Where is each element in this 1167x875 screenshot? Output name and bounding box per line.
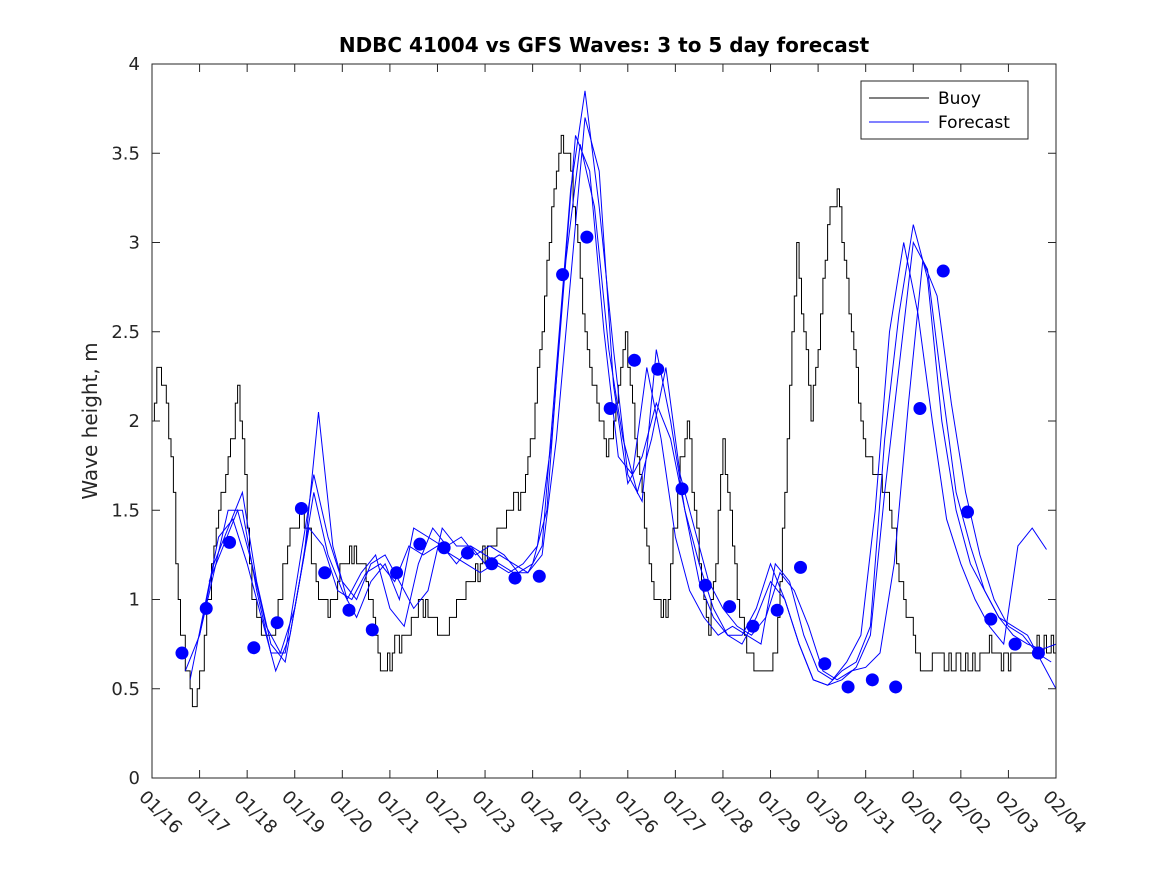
forecast-point (437, 541, 451, 555)
legend: Buoy Forecast (860, 80, 1029, 140)
forecast-point (485, 557, 499, 571)
forecast-point (675, 482, 689, 496)
forecast-point (627, 353, 641, 367)
forecast-point (390, 566, 404, 580)
forecast-point (460, 546, 474, 560)
forecast-points (175, 230, 1045, 694)
forecast-point (318, 566, 332, 580)
legend-box (860, 80, 1029, 140)
forecast-point (961, 505, 975, 519)
forecast-point (913, 402, 927, 416)
forecast-point (841, 680, 855, 694)
forecast-point (532, 569, 546, 583)
y-axis-label: Wave height, m (78, 342, 102, 499)
y-tick-label: 1 (129, 590, 140, 611)
forecast-series-lines (184, 90, 1057, 690)
forecast-point (723, 600, 737, 614)
forecast-line-2 (184, 90, 1057, 690)
forecast-point (936, 264, 950, 278)
forecast-line-4 (199, 117, 1057, 686)
forecast-point (889, 680, 903, 694)
forecast-point (818, 657, 832, 671)
forecast-point (508, 571, 522, 585)
forecast-point (698, 578, 712, 592)
forecast-point (794, 560, 808, 574)
forecast-point (651, 362, 665, 376)
y-tick-label: 2.5 (111, 322, 140, 343)
forecast-point (413, 537, 427, 551)
forecast-point (199, 601, 213, 615)
forecast-point (294, 501, 308, 515)
forecast-point (603, 402, 617, 416)
forecast-point (984, 612, 998, 626)
forecast-point (865, 673, 879, 687)
forecast-line-3 (189, 135, 1047, 681)
y-tick-label: 3 (129, 233, 140, 254)
forecast-point (770, 603, 784, 617)
forecast-point (1031, 646, 1045, 660)
y-tick-label: 0.5 (111, 679, 140, 700)
forecast-point (223, 535, 237, 549)
y-tick-label: 4 (129, 54, 140, 75)
y-axis: 0 0.5 1 1.5 2 2.5 3 3.5 4 (111, 54, 1056, 789)
chart-title: NDBC 41004 vs GFS Waves: 3 to 5 day fore… (339, 33, 870, 57)
legend-buoy-label: Buoy (938, 89, 981, 109)
forecast-point (175, 646, 189, 660)
forecast-point (247, 641, 261, 655)
y-tick-label: 3.5 (111, 143, 140, 164)
forecast-point (746, 619, 760, 633)
plot-data-layer (152, 90, 1057, 708)
forecast-line-1 (208, 144, 1052, 681)
y-tick-label: 2 (129, 411, 140, 432)
y-tick-label: 1.5 (111, 500, 140, 521)
forecast-point (580, 230, 594, 244)
forecast-point (556, 268, 570, 282)
y-tick-label: 0 (129, 768, 140, 789)
forecast-point (342, 603, 356, 617)
legend-forecast-label: Forecast (938, 113, 1010, 133)
forecast-point (270, 616, 284, 630)
forecast-point (365, 623, 379, 637)
forecast-point (1008, 637, 1022, 651)
